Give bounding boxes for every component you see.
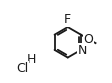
Text: F: F (64, 13, 71, 26)
Text: N: N (78, 44, 87, 57)
Text: H: H (26, 53, 36, 66)
Text: O: O (83, 33, 93, 46)
Text: Cl: Cl (16, 62, 28, 75)
